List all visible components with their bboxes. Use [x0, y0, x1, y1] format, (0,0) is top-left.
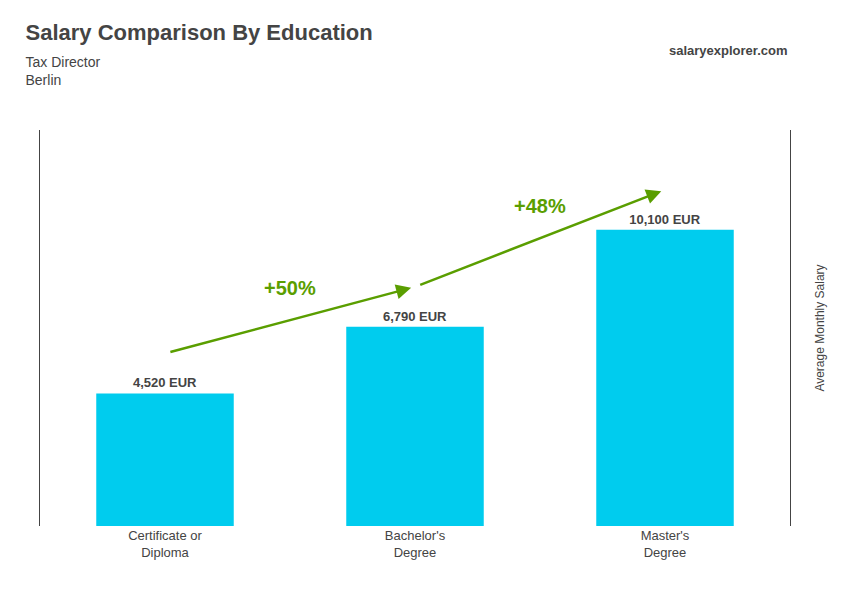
svg-text:+50%: +50%: [264, 277, 316, 299]
svg-text:6,790 EUR: 6,790 EUR: [383, 309, 447, 324]
svg-text:Certificate orDiploma: Certificate orDiploma: [128, 528, 202, 560]
svg-text:salaryexplorer.com: salaryexplorer.com: [669, 43, 788, 58]
svg-text:4,520 EUR: 4,520 EUR: [133, 375, 197, 390]
svg-text:+48%: +48%: [514, 195, 566, 217]
svg-text:Master'sDegree: Master'sDegree: [641, 528, 690, 560]
svg-text:Bachelor'sDegree: Bachelor'sDegree: [385, 528, 446, 560]
svg-text:Average Monthly Salary: Average Monthly Salary: [813, 264, 827, 391]
svg-text:Salary Comparison By Education: Salary Comparison By Education: [26, 20, 373, 45]
svg-text:Tax DirectorBerlin: Tax DirectorBerlin: [26, 54, 101, 88]
svg-text:10,100 EUR: 10,100 EUR: [629, 212, 700, 227]
